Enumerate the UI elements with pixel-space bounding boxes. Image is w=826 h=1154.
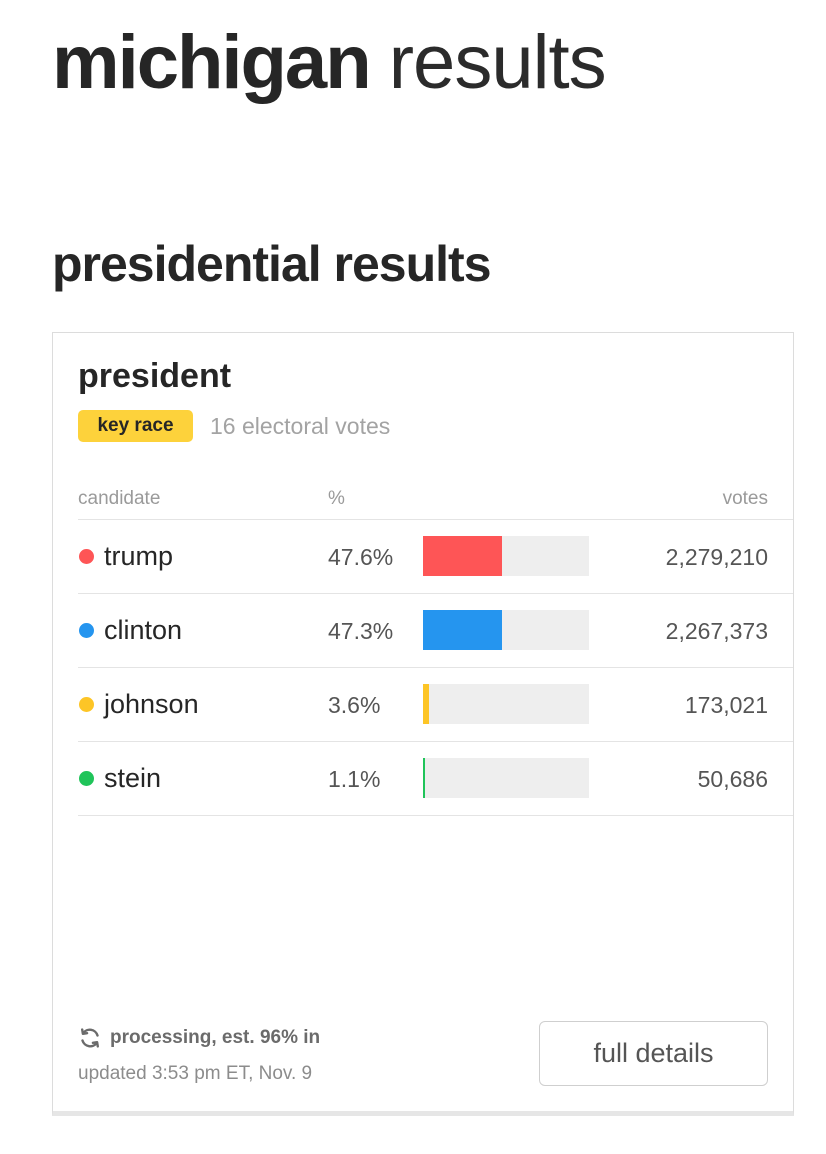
vote-share-bar (423, 684, 589, 724)
candidate-percent: 47.6% (328, 544, 394, 570)
candidate-votes: 173,021 (684, 692, 768, 718)
candidate-row: johnson 3.6% 173,021 (78, 668, 793, 742)
candidate-name: johnson (104, 689, 199, 719)
candidate-votes: 50,686 (697, 766, 768, 792)
candidate-row: clinton 47.3% 2,267,373 (78, 594, 793, 668)
candidate-name: stein (104, 763, 162, 793)
candidate-color-dot (79, 549, 94, 564)
vote-share-bar (423, 758, 589, 798)
candidate-votes: 2,279,210 (665, 544, 768, 570)
candidate-percent: 1.1% (328, 766, 381, 792)
reporting-status: processing, est. 96% in (110, 1027, 321, 1048)
full-details-button[interactable]: full details (539, 1021, 768, 1086)
results-table: trump 47.6% 2,279,210 clinton 47.3% 2,26… (78, 520, 793, 816)
header-divider (78, 519, 793, 520)
candidate-row: trump 47.6% 2,279,210 (78, 520, 793, 594)
candidate-percent: 47.3% (328, 618, 394, 644)
candidate-color-dot (79, 697, 94, 712)
race-card: president key race 16 electoral votes ca… (52, 332, 794, 1116)
candidate-name: trump (104, 541, 174, 571)
vote-share-bar (423, 536, 589, 576)
key-race-badge: key race (78, 410, 193, 442)
vote-share-bar-fill (423, 684, 429, 724)
column-header-percent: % (328, 488, 345, 509)
page-title-suffix: results (388, 20, 607, 105)
race-title: president (78, 357, 232, 395)
page-title-state: michigan (52, 20, 372, 105)
vote-share-bar (423, 610, 589, 650)
refresh-icon (80, 1028, 99, 1048)
candidate-name: clinton (104, 615, 183, 645)
candidate-color-dot (79, 623, 94, 638)
vote-share-bar-fill (423, 610, 502, 650)
column-header-votes: votes (722, 488, 768, 509)
candidate-votes: 2,267,373 (665, 618, 768, 644)
column-header-candidate: candidate (78, 488, 161, 509)
candidate-row: stein 1.1% 50,686 (78, 742, 793, 816)
updated-timestamp: updated 3:53 pm ET, Nov. 9 (78, 1063, 313, 1084)
page-title: michigan results (52, 18, 607, 108)
candidate-percent: 3.6% (328, 692, 381, 718)
vote-share-bar-fill (423, 536, 503, 576)
vote-share-bar-fill (423, 758, 425, 798)
electoral-votes: 16 electoral votes (210, 413, 391, 439)
section-title: presidential results (52, 236, 491, 292)
candidate-color-dot (79, 771, 94, 786)
